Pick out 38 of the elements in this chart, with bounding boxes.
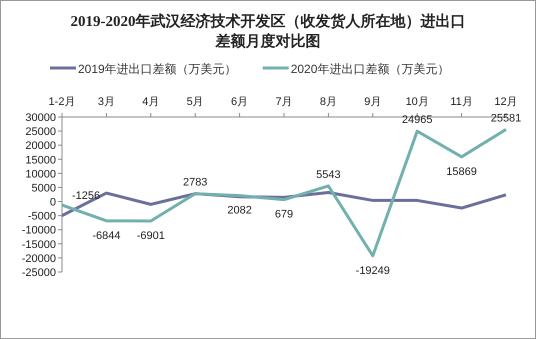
x-tick-label: 7月: [275, 96, 293, 108]
x-tick-label: 5月: [186, 96, 204, 108]
y-tick-label: -20000: [22, 252, 56, 265]
data-label: 5543: [316, 168, 341, 181]
x-tick-label: 4月: [142, 96, 160, 108]
x-tick-label: 3月: [98, 96, 115, 108]
y-tick-label: -10000: [22, 224, 56, 237]
y-tick-label: 5000: [32, 182, 56, 194]
legend-label: 2020年进出口差额（万美元）: [290, 62, 450, 76]
data-label: 2783: [182, 176, 208, 189]
data-label: -6901: [136, 230, 165, 242]
x-tick-label: 8月: [320, 96, 337, 108]
x-tick-label: 1-2月: [48, 96, 76, 108]
x-tick-label: 11月: [450, 96, 473, 108]
x-tick-label: 12月: [494, 96, 518, 108]
data-label: 15869: [446, 166, 477, 178]
x-tick-label: 6月: [231, 96, 248, 108]
y-tick-label: 15000: [25, 154, 56, 166]
y-tick-label: -25000: [22, 267, 56, 279]
data-label: -6844: [92, 230, 120, 242]
x-tick-label: 9月: [364, 96, 382, 108]
y-tick-label: 10000: [25, 168, 56, 180]
chart-title: 2019-2020年武汉经济技术开发区（收发货人所在地）进出口差额月度对比图: [70, 12, 466, 50]
line-series: [60, 128, 508, 258]
data-label: 2082: [227, 204, 252, 217]
y-tick-label: -15000: [22, 238, 56, 251]
y-tick-label: 30000: [25, 112, 56, 124]
y-tick-label: 20000: [25, 140, 56, 152]
data-label: 679: [274, 208, 294, 221]
legend-label: 2019年进出口差额（万美元）: [78, 62, 237, 76]
y-tick-label: 25000: [25, 126, 56, 138]
data-label: -1256: [72, 190, 100, 202]
y-tick-label: 0: [50, 196, 56, 209]
data-label: -19249: [356, 264, 390, 277]
data-label: 25581: [490, 112, 522, 124]
data-label: 24965: [402, 114, 432, 126]
x-tick-label: 10月: [406, 96, 429, 108]
y-tick-label: -5000: [28, 210, 56, 223]
